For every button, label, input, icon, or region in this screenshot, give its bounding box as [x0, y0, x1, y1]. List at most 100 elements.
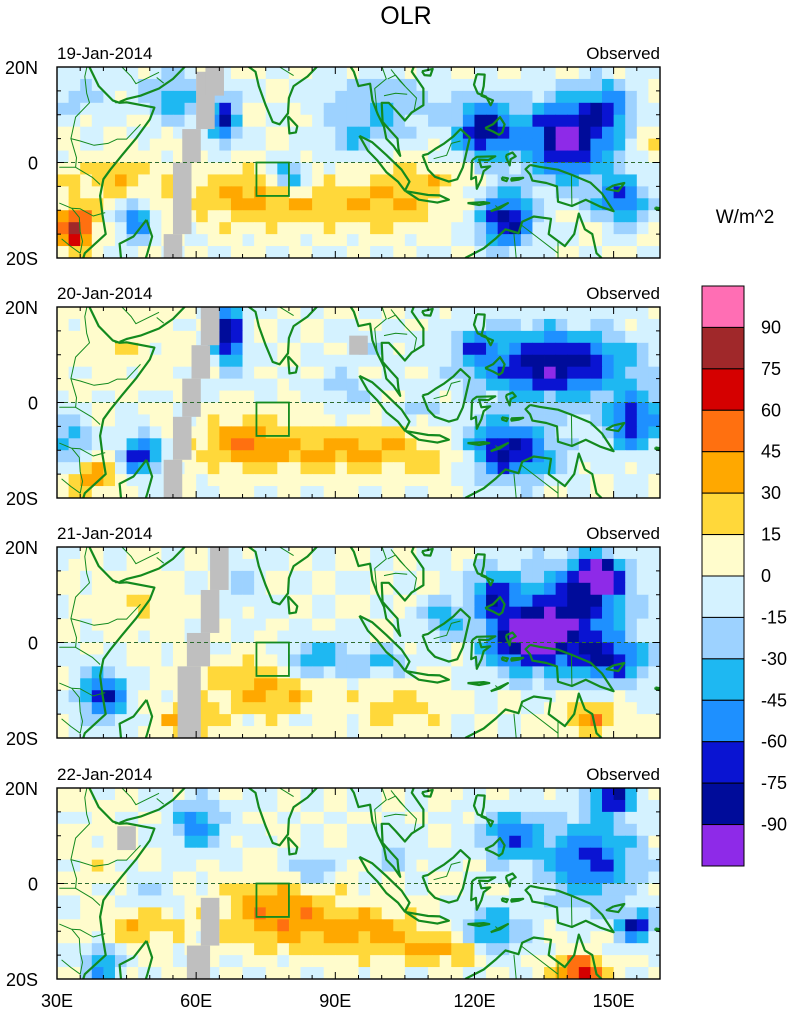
- field-cell: [91, 354, 104, 368]
- field-cell: [509, 438, 522, 451]
- field-cell: [393, 78, 406, 92]
- field-cell: [358, 162, 371, 175]
- field-cell: [207, 234, 220, 247]
- field-cell: [161, 871, 174, 884]
- field-cell: [509, 955, 522, 968]
- field-cell: [520, 823, 533, 837]
- field-cell: [323, 210, 336, 223]
- field-cell: [196, 799, 209, 813]
- field-cell: [613, 366, 626, 380]
- field-cell: [335, 426, 348, 439]
- field-cell: [381, 919, 394, 932]
- field-cell: [567, 811, 580, 825]
- field-cell: [172, 799, 185, 813]
- coastline: [472, 794, 495, 828]
- field-cell: [370, 714, 383, 727]
- field-cell: [207, 955, 220, 968]
- field-cell: [288, 931, 301, 944]
- field-cell: [520, 186, 533, 199]
- field-cell: [103, 67, 116, 80]
- field-cell: [161, 678, 174, 691]
- field-cell: [590, 414, 603, 427]
- field-cell: [172, 102, 185, 116]
- field-cell: [346, 90, 359, 104]
- field-cell: [578, 150, 591, 163]
- field-cell: [57, 426, 69, 439]
- field-cell: [254, 967, 267, 979]
- field-cell: [230, 943, 243, 956]
- coastline: [524, 643, 615, 693]
- field-cell: [486, 582, 499, 596]
- field-cell: [474, 955, 487, 968]
- field-cell: [462, 702, 475, 715]
- field-cell: [532, 222, 545, 235]
- field-cell: [335, 462, 348, 475]
- field-cell: [300, 318, 313, 332]
- field-cell: [312, 450, 325, 463]
- field-cell: [80, 366, 93, 380]
- field-cell: [230, 354, 243, 368]
- field-cell: [428, 114, 441, 128]
- field-cell: [567, 582, 580, 596]
- field-cell: [578, 967, 591, 979]
- field-cell: [323, 378, 336, 391]
- field-cell: [613, 67, 626, 80]
- field-cell: [288, 871, 301, 884]
- field-cell: [80, 150, 93, 163]
- field-cell: [80, 222, 93, 235]
- field-cell: [439, 222, 452, 235]
- field-cell: [486, 438, 499, 451]
- field-cell: [80, 823, 93, 837]
- field-cell: [57, 702, 69, 715]
- field-cell: [68, 318, 81, 332]
- field-cell: [532, 114, 545, 128]
- field-cell: [335, 402, 348, 415]
- field-cell: [230, 883, 243, 896]
- field-cell: [335, 666, 348, 679]
- field-cell: [613, 907, 626, 920]
- field-cell: [103, 726, 116, 738]
- field-cell: [114, 702, 127, 715]
- field-cell: [439, 714, 452, 727]
- coastline: [472, 313, 495, 347]
- field-cell: [323, 919, 336, 932]
- field-cell: [219, 498, 231, 510]
- border-line: [570, 414, 573, 447]
- coastline: [421, 67, 434, 77]
- field-cell: [323, 714, 336, 727]
- field-cell: [578, 486, 591, 498]
- field-cell: [265, 955, 278, 968]
- field-cell: [613, 186, 626, 199]
- field-cell: [219, 919, 232, 932]
- field-cell: [150, 738, 162, 750]
- field-cell: [57, 366, 69, 380]
- field-cell: [242, 354, 255, 368]
- field-cell: [207, 366, 220, 380]
- field-cell: [277, 642, 290, 655]
- field-cell: [474, 498, 486, 510]
- field-cell: [254, 582, 267, 596]
- field-cell: [300, 450, 313, 463]
- field-cell: [103, 931, 116, 944]
- field-cell: [254, 114, 267, 128]
- field-cell: [555, 714, 568, 727]
- field-cell: [91, 582, 104, 596]
- field-cell: [114, 450, 127, 463]
- field-cell: [172, 883, 185, 896]
- field-cell: [393, 474, 406, 487]
- field-cell: [346, 678, 359, 691]
- field-cell: [288, 414, 301, 427]
- field-cell: [544, 594, 557, 608]
- field-cell: [358, 186, 371, 199]
- field-cell: [335, 799, 348, 813]
- field-cell: [300, 414, 313, 427]
- field-cell: [196, 883, 209, 896]
- field-cell: [161, 402, 174, 415]
- field-cell: [404, 943, 417, 956]
- coastline: [467, 201, 491, 207]
- field-cell: [231, 738, 243, 750]
- field-cell: [219, 606, 232, 620]
- field-cell: [68, 126, 81, 140]
- field-cell: [57, 486, 69, 498]
- field-cell: [161, 547, 174, 560]
